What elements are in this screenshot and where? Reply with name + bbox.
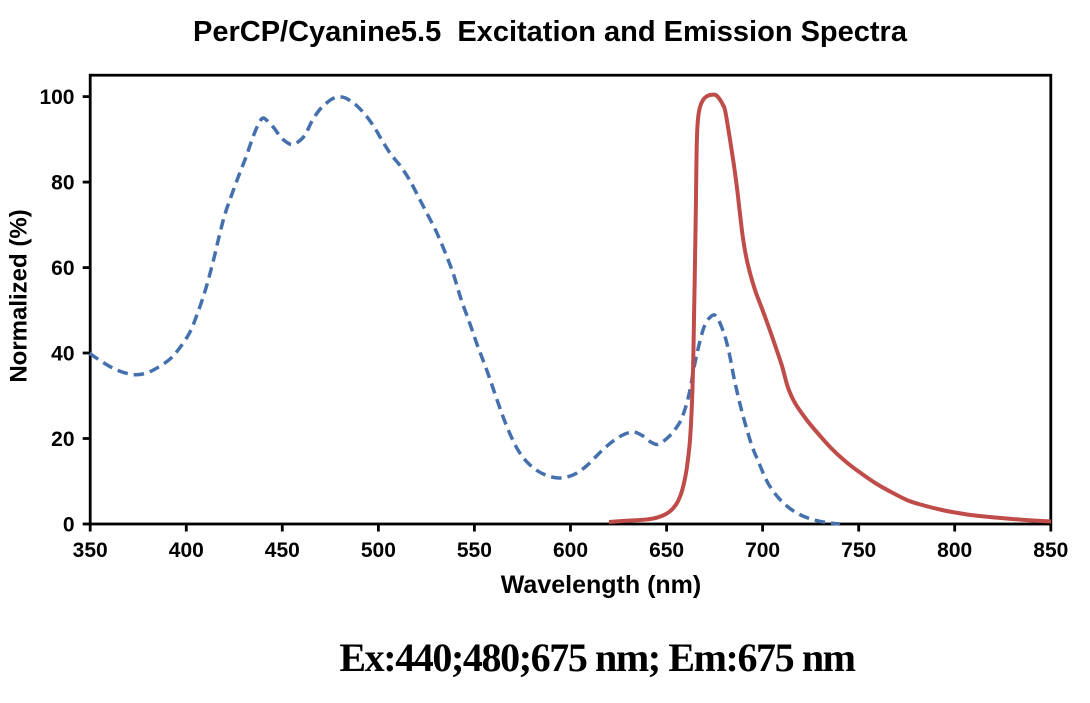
svg-text:650: 650: [649, 539, 684, 562]
svg-text:Normalized (%): Normalized (%): [6, 209, 33, 382]
svg-text:850: 850: [1033, 539, 1068, 562]
svg-text:500: 500: [361, 539, 396, 562]
svg-text:PerCP/Cyanine5.5 Excitation a: PerCP/Cyanine5.5 Excitation and Emission…: [193, 16, 908, 48]
svg-text:Ex:440;480;675 nm; Em:675 nm: Ex:440;480;675 nm; Em:675 nm: [339, 635, 855, 680]
svg-text:Wavelength (nm): Wavelength (nm): [501, 571, 701, 599]
svg-text:80: 80: [51, 171, 74, 194]
svg-text:550: 550: [457, 539, 492, 562]
svg-text:700: 700: [745, 539, 780, 562]
svg-text:20: 20: [51, 428, 74, 451]
svg-text:40: 40: [51, 342, 74, 365]
svg-text:800: 800: [937, 539, 972, 562]
svg-text:100: 100: [39, 86, 74, 109]
svg-text:400: 400: [169, 539, 204, 562]
svg-text:750: 750: [841, 539, 876, 562]
svg-text:60: 60: [51, 257, 74, 280]
svg-text:600: 600: [553, 539, 588, 562]
svg-text:450: 450: [265, 539, 300, 562]
svg-text:350: 350: [73, 539, 108, 562]
svg-text:0: 0: [63, 513, 75, 536]
